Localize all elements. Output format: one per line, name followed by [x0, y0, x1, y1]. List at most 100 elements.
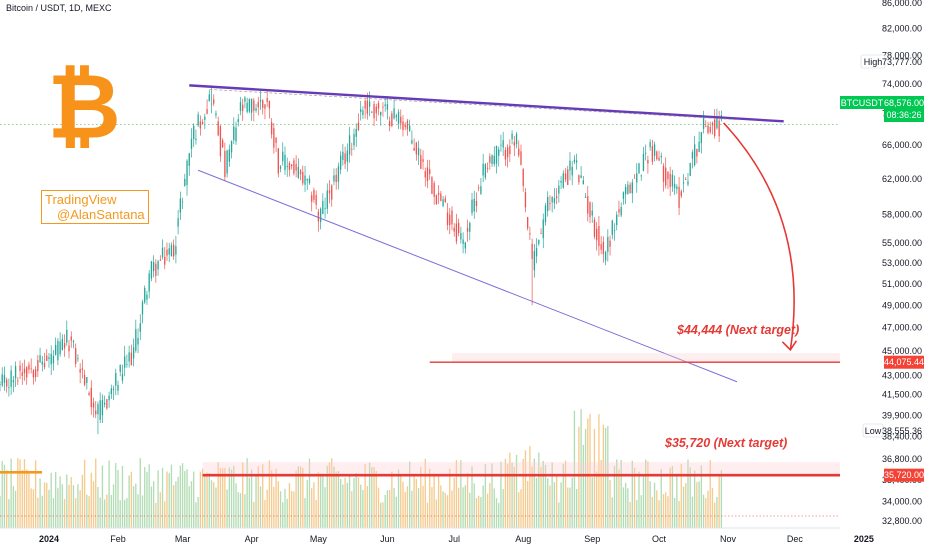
volume-bar [475, 498, 478, 528]
countdown: 08:36:26 [886, 110, 921, 120]
candle-body [702, 116, 705, 129]
candle-body [319, 208, 322, 223]
candle-body [386, 104, 389, 110]
candle-body [279, 166, 282, 169]
candle-body [39, 355, 41, 363]
volume-bar [457, 487, 460, 528]
volume-bar [455, 459, 458, 528]
candle-body [409, 125, 411, 131]
volume-bar [620, 460, 622, 528]
volume-bar [547, 478, 549, 528]
volume-bar [371, 467, 373, 528]
volume-bar [633, 467, 636, 528]
volume-bar [498, 502, 500, 528]
candle-body [308, 178, 311, 184]
last-price-value: 68,576.00 [884, 98, 924, 108]
candle-body [86, 377, 88, 383]
volume-bar [400, 475, 402, 528]
candle-body [290, 164, 293, 167]
candle-body [159, 259, 161, 261]
candle-body [262, 100, 264, 108]
candle-body [175, 246, 177, 255]
price-axis[interactable]: 86,000.0082,000.0078,000.0074,000.0070,0… [882, 0, 922, 526]
high-label: High [864, 57, 883, 67]
volume-bar [46, 482, 48, 528]
candle-body [520, 151, 522, 165]
candle-body [152, 262, 155, 272]
candle-body [437, 192, 440, 195]
candle-body [75, 348, 77, 364]
volume-bar [478, 495, 480, 528]
price-tick-label: 55,000.00 [882, 238, 922, 248]
volume-bar [700, 465, 703, 528]
candle-body [8, 387, 10, 388]
candle-body [555, 196, 558, 199]
candle-body [244, 97, 246, 102]
projection-arrow[interactable] [723, 122, 795, 350]
volume-bar [43, 482, 46, 528]
candle-body [513, 142, 515, 146]
candle-body [705, 126, 707, 128]
candle-body [164, 256, 166, 265]
volume-bar [580, 409, 582, 528]
candle-body [442, 199, 444, 207]
time-tick-label: Oct [652, 534, 667, 544]
candle-body [101, 399, 104, 416]
volume-bar [484, 464, 487, 528]
candle-body [299, 170, 302, 175]
volume-bar [716, 496, 718, 528]
candle-body [210, 103, 213, 105]
price-tick-label: 41,500.00 [882, 390, 922, 400]
candle-body [669, 173, 671, 188]
volume-bar [282, 502, 284, 528]
candle-body [166, 249, 168, 256]
candle-body [346, 150, 348, 162]
candle-body [221, 140, 224, 148]
upper-trendline[interactable] [189, 84, 784, 123]
candle-body [527, 217, 529, 229]
volume-bar [293, 491, 295, 528]
candle-body [656, 151, 658, 160]
candle-body [357, 122, 360, 130]
volume-bar [59, 476, 61, 528]
candle-body [502, 140, 504, 148]
volume-bar [589, 414, 591, 528]
candle-body [41, 361, 43, 365]
candle-body [50, 353, 52, 365]
target-1-badge: 44,075.44 [884, 355, 924, 369]
watermark-box: TradingView @AlanSantana [41, 190, 149, 224]
candle-body [317, 211, 320, 222]
candle-body [544, 205, 547, 223]
price-tick-label: 82,000.00 [882, 24, 922, 34]
candle-body [224, 150, 226, 177]
volume-bar [32, 489, 35, 528]
target-1-annotation: $44,444 (Next target) [676, 323, 799, 337]
candle-body [622, 192, 625, 199]
volume-bar [213, 482, 215, 528]
volume-bar [696, 482, 698, 528]
volume-bar [540, 467, 542, 528]
candle-body [535, 248, 538, 257]
volume-bar [106, 494, 108, 528]
volume-bar [680, 464, 682, 528]
lower-trendline[interactable] [197, 169, 738, 383]
volume-bar [333, 466, 335, 528]
candle-body [551, 196, 553, 203]
volume-bar [54, 471, 57, 528]
volume-bar [404, 491, 406, 528]
volume-bar [662, 494, 665, 528]
volume-bar [99, 497, 101, 528]
candle-body [397, 111, 400, 124]
candle-body [484, 164, 487, 178]
candle-body [81, 368, 84, 370]
volume-bar [306, 480, 308, 528]
candle-body [569, 160, 571, 171]
volume-bar [322, 475, 324, 528]
volume-bar [331, 458, 333, 528]
watermark-line-1: TradingView [45, 192, 117, 207]
time-axis[interactable]: 2024 Feb Mar Apr May Jun Jul Aug Sep Oct Nov Dec 202… [39, 534, 874, 544]
candle-body [242, 104, 244, 111]
candle-body [460, 233, 462, 240]
volume-bar [440, 485, 442, 528]
